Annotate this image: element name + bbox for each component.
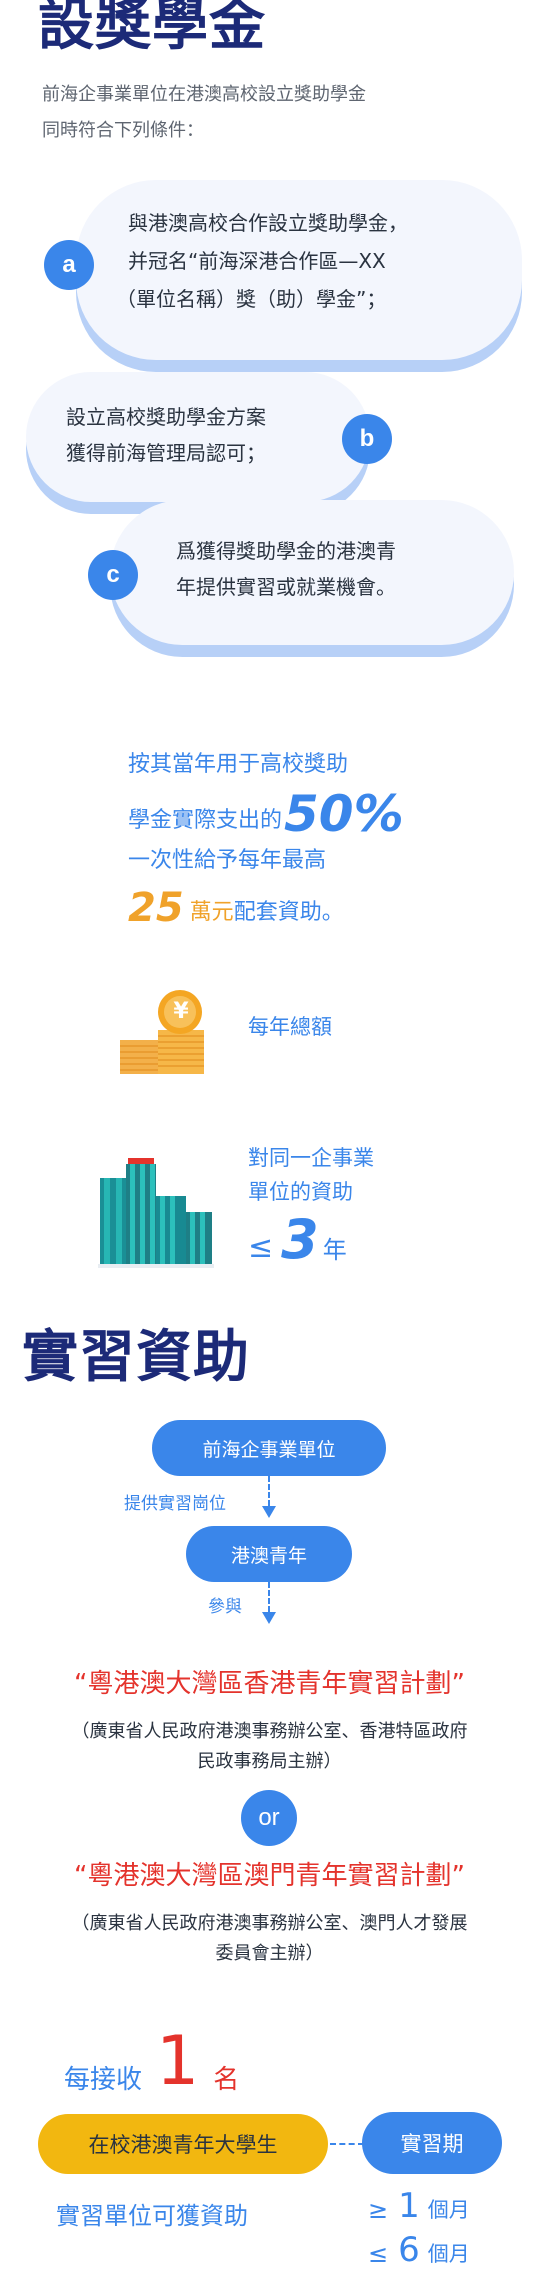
each-unit: 名: [213, 2065, 240, 2095]
period-pill: 實習期: [362, 2112, 502, 2174]
program-macau-org-line-1: （廣東省人民政府港澳事務辦公室、澳門人才發展: [71, 1913, 468, 1934]
coin-stack-right: [158, 1030, 204, 1074]
section-title-internship: 實習資助: [22, 1325, 250, 1390]
subsidy-percent: 50%: [284, 785, 404, 843]
condition-c-line-2: 年提供實習或就業機會。: [176, 575, 396, 599]
years-unit: 年: [322, 1236, 347, 1264]
subsidy-line-2: 學金實際支出的 50%: [128, 785, 404, 843]
flow-node-youth: 港澳青年: [186, 1526, 352, 1582]
or-badge: or: [241, 1790, 297, 1846]
coin-stack-left: [120, 1040, 158, 1074]
program-hk-org-line-2: 民政事務局主辦）: [197, 1751, 342, 1772]
student-pill: 在校港澳青年大學生: [38, 2114, 328, 2174]
condition-c-line-1: 爲獲得獎助學金的港澳青: [176, 539, 396, 563]
subsidy-amount: 25: [128, 885, 184, 931]
student-period-connector: [330, 2143, 364, 2145]
subsidy-line-4-suffix: 配套資助。: [233, 900, 344, 925]
each-prefix: 每接收: [64, 2065, 143, 2095]
intro-line-2: 同時符合下列條件：: [42, 120, 204, 141]
condition-a-badge: a: [44, 240, 94, 290]
each-intern-line: 每接收 1 名: [64, 2024, 239, 2100]
coin-stack-illustration: [120, 990, 204, 1074]
yuan-icon: ¥: [173, 999, 189, 1024]
subsidy-unit: 萬元: [189, 900, 234, 925]
intro-line-1: 前海企事業單位在港澳高校設立獎助學金: [42, 84, 366, 105]
condition-a-line-2: 并冠名“前海深港合作區—XX: [128, 249, 386, 273]
program-macau-org-line-2: 委員會主辦）: [215, 1943, 324, 1964]
flow-edge-2-label: 參與: [208, 1597, 242, 1617]
same-unit-line-1: 對同一企事業: [248, 1146, 374, 1170]
min-months-value: 1: [398, 2186, 420, 2226]
years-value: 3: [281, 1208, 319, 1271]
flow-edge-2-line: [268, 1582, 270, 1612]
buildings-icon: [98, 1158, 214, 1268]
section-title-scholarship: 設獎學金: [38, 0, 266, 58]
leq-symbol-2: ≤: [368, 2240, 389, 2268]
min-months-unit: 個月: [427, 2198, 470, 2222]
condition-b-badge: b: [342, 414, 392, 464]
subsidy-line-4: 25 萬元 配套資助。: [128, 886, 344, 930]
geq-symbol: ≥: [368, 2196, 389, 2224]
condition-b-line-1: 設立高校獎助學金方案: [66, 405, 266, 429]
condition-a-line-3: （單位名稱）獎（助）學金”；: [116, 287, 387, 311]
max-months-unit: 個月: [427, 2242, 470, 2266]
period-max: ≤ 6 個月: [368, 2228, 470, 2272]
max-months-value: 6: [398, 2230, 420, 2270]
flow-arrow-2-icon: [262, 1612, 276, 1624]
period-min: ≥ 1 個月: [368, 2184, 470, 2228]
subsidy-line-2-prefix: 學金實際支出的: [128, 808, 283, 833]
condition-c-bubble: 爲獲得獎助學金的港澳青 年提供實習或就業機會。: [110, 500, 514, 645]
flow-arrow-1-icon: [262, 1506, 276, 1518]
condition-c-badge: c: [88, 550, 138, 600]
subsidy-line-3: 一次性給予每年最高: [128, 848, 327, 873]
same-unit-limit: ≤ 3 年: [248, 1208, 347, 1270]
annual-total-label: 每年總額: [248, 1015, 332, 1039]
condition-a-bubble: 與港澳高校合作設立獎助學金， 并冠名“前海深港合作區—XX （單位名稱）獎（助）…: [76, 180, 522, 360]
flow-node-enterprise: 前海企事業單位: [152, 1420, 386, 1476]
each-count: 1: [156, 2022, 200, 2101]
program-hk-title: “粵港澳大灣區香港青年實習計劃”: [74, 1669, 465, 1699]
condition-a-line-1: 與港澳高校合作設立獎助學金，: [128, 211, 408, 235]
leq-symbol: ≤: [248, 1230, 274, 1265]
program-hk-org-line-1: （廣東省人民政府港澳事務辦公室、香港特區政府: [71, 1721, 468, 1742]
unit-gets-label: 實習單位可獲資助: [56, 2202, 248, 2230]
same-unit-line-2: 單位的資助: [248, 1180, 353, 1204]
flow-edge-1-label: 提供實習崗位: [124, 1494, 226, 1514]
subsidy-line-1: 按其當年用于高校獎助: [128, 752, 349, 777]
flow-edge-1-line: [268, 1476, 270, 1506]
condition-b-bubble: 設立高校獎助學金方案 獲得前海管理局認可；: [26, 372, 370, 502]
program-macau-title: “粵港澳大灣區澳門青年實習計劃”: [74, 1861, 465, 1891]
condition-b-line-2: 獲得前海管理局認可；: [66, 441, 266, 465]
